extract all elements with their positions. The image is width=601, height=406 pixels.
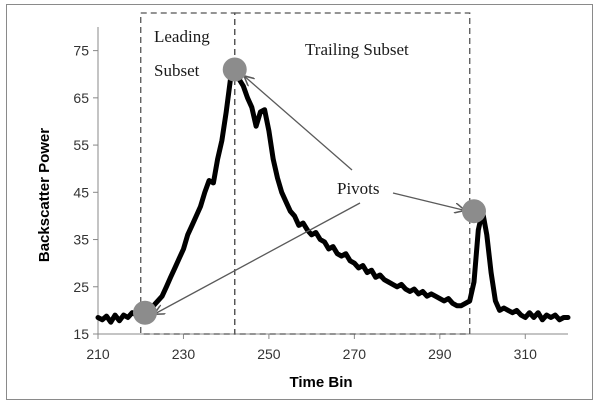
y-tick-label: 75 [73,43,89,59]
pivot-marker [222,57,247,82]
y-tick-label: 35 [73,232,89,248]
subset-boxes [140,12,471,335]
pivot-arrows [155,77,464,314]
x-tick-label: 210 [86,346,110,362]
arrow-to-leading-pivot [155,202,361,314]
y-tick-label: 25 [73,279,89,295]
y-tick-label: 45 [73,184,89,200]
trailing-subset-box [234,12,471,335]
arrow-to-peak-pivot [245,77,353,171]
x-axis-title: Time Bin [289,374,352,391]
pivot-markers [133,57,486,325]
y-tick-label: 15 [73,326,89,342]
trailing-subset-label: Trailing Subset [305,40,409,59]
axes: 15 25 35 45 55 65 75 210 230 250 270 290 310 [73,27,568,362]
leading-subset-label-line1: Leading [154,27,210,46]
y-axis-title: Backscatter Power [36,128,53,262]
y-tick-label: 55 [73,137,89,153]
pivots-label: Pivots [337,179,380,198]
arrow-to-trailing-pivot [392,192,464,210]
series-group [95,71,571,325]
x-tick-label: 230 [172,346,196,362]
x-tick-label: 270 [343,346,367,362]
y-tick-label: 65 [73,90,89,106]
x-tick-label: 290 [428,346,452,362]
pivot-marker [133,300,157,325]
x-tick-label: 250 [257,346,281,362]
x-tick-label: 310 [514,346,538,362]
backscatter-chart: 15 25 35 45 55 65 75 210 230 250 270 290 310 Leading… [36,12,571,391]
chart-frame: 15 25 35 45 55 65 75 210 230 250 270 290 310 Leading… [6,4,593,400]
pivot-marker [462,199,486,224]
backscatter-series-line [95,71,571,325]
leading-subset-label-line2: Subset [154,61,200,80]
